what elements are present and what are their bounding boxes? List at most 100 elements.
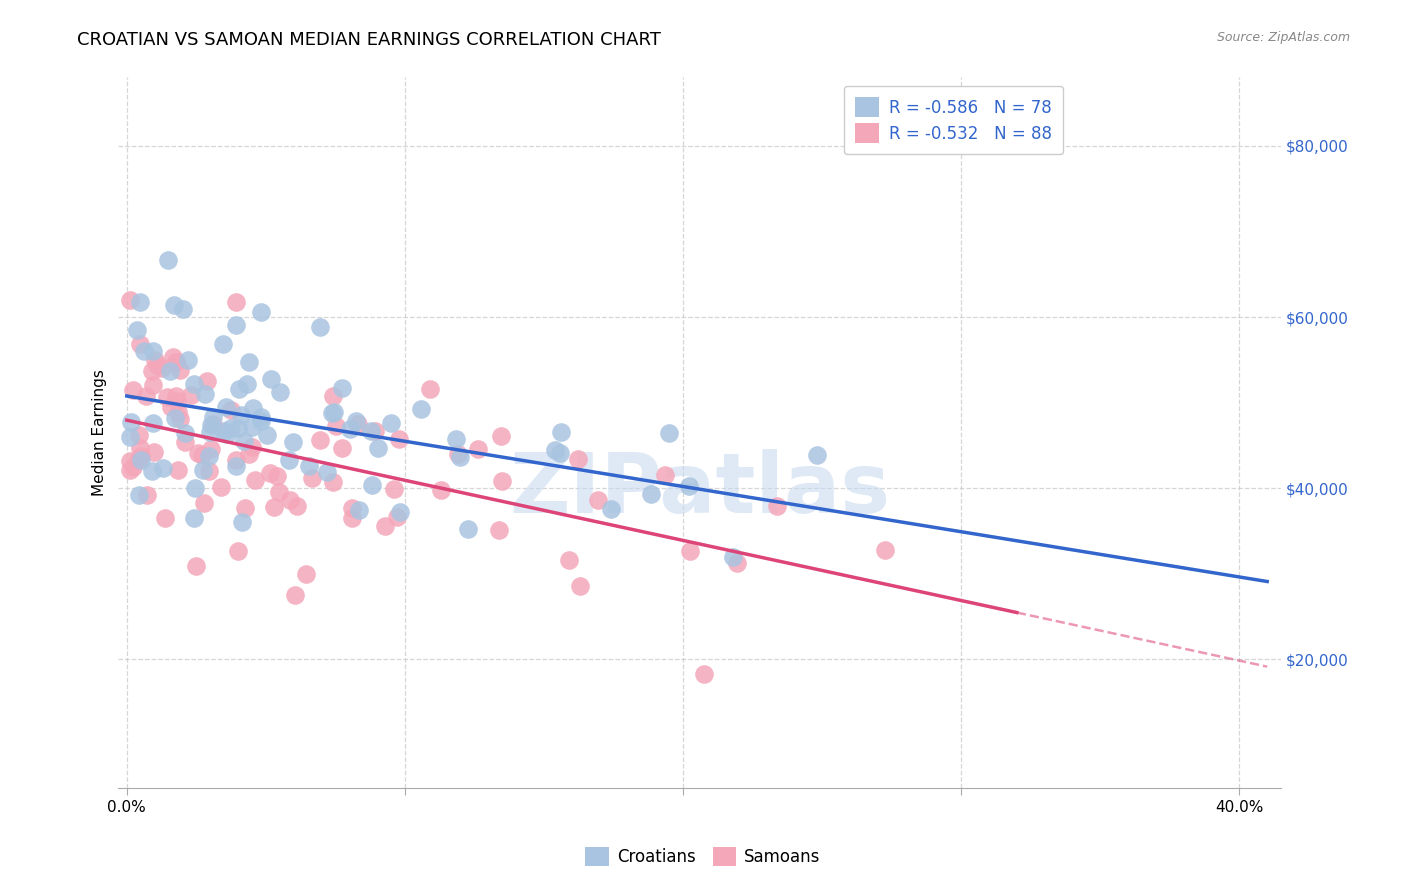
Point (202, 410, 225, 425)
Point (134, 344, 156, 359)
Point (159, 364, 181, 378)
Point (242, 401, 264, 415)
Point (215, 400, 238, 414)
Point (259, 466, 281, 480)
Point (267, 485, 290, 500)
Point (225, 295, 247, 310)
Point (226, 421, 249, 435)
Point (266, 468, 288, 483)
Point (127, 452, 149, 467)
Point (152, 460, 174, 475)
Point (557, 553, 579, 567)
Point (165, 411, 187, 425)
Point (165, 389, 187, 403)
Point (233, 434, 256, 448)
Point (693, 666, 716, 681)
Point (488, 524, 510, 538)
Point (240, 440, 263, 454)
Point (250, 414, 273, 428)
Point (177, 353, 200, 368)
Point (330, 441, 353, 455)
Point (806, 448, 828, 462)
Point (165, 355, 187, 369)
Point (157, 252, 180, 267)
Point (240, 420, 263, 434)
Point (721, 549, 744, 564)
Point (330, 381, 353, 395)
Point (374, 519, 396, 533)
Point (360, 424, 382, 438)
Point (586, 493, 609, 508)
Point (236, 376, 259, 391)
Point (200, 418, 222, 433)
Point (129, 295, 152, 310)
Point (233, 500, 256, 515)
Point (640, 487, 662, 501)
Point (129, 450, 152, 464)
Point (249, 304, 271, 318)
Point (118, 454, 141, 468)
Text: Source: ZipAtlas.com: Source: ZipAtlas.com (1216, 31, 1350, 45)
Point (121, 383, 143, 397)
Point (200, 425, 222, 440)
Point (249, 410, 271, 425)
Point (183, 511, 205, 525)
Point (295, 566, 318, 581)
Point (382, 482, 405, 496)
Point (550, 446, 572, 460)
Point (150, 360, 173, 375)
Point (347, 503, 370, 517)
Y-axis label: Median Earnings: Median Earnings (93, 369, 107, 496)
Point (259, 371, 281, 385)
Point (225, 458, 247, 473)
Point (315, 465, 337, 479)
Point (278, 453, 301, 467)
Point (389, 505, 412, 519)
Point (135, 389, 157, 403)
Point (340, 511, 363, 525)
Point (194, 387, 217, 401)
Point (449, 450, 471, 464)
Point (142, 445, 165, 459)
Point (419, 382, 441, 396)
Point (229, 408, 252, 422)
Point (679, 544, 702, 558)
Point (467, 442, 489, 456)
Point (340, 500, 363, 515)
Point (567, 452, 589, 467)
Point (875, 542, 897, 557)
Point (283, 588, 305, 602)
Point (122, 460, 145, 475)
Point (169, 363, 191, 377)
Point (174, 435, 197, 450)
Point (156, 390, 179, 404)
Point (228, 382, 250, 396)
Point (166, 405, 188, 419)
Point (322, 389, 344, 403)
Point (166, 394, 188, 409)
Point (364, 424, 387, 438)
Point (238, 354, 260, 368)
Point (195, 374, 218, 388)
Point (339, 422, 361, 436)
Point (245, 473, 267, 487)
Point (491, 474, 513, 488)
Text: CROATIAN VS SAMOAN MEDIAN EARNINGS CORRELATION CHART: CROATIAN VS SAMOAN MEDIAN EARNINGS CORRE… (77, 31, 661, 49)
Point (198, 450, 221, 464)
Point (285, 500, 308, 514)
Point (550, 425, 572, 440)
Point (172, 301, 194, 316)
Point (447, 447, 470, 461)
Point (120, 415, 142, 429)
Point (238, 447, 260, 461)
Point (129, 453, 152, 467)
Point (143, 352, 166, 367)
Point (658, 425, 681, 440)
Point (599, 502, 621, 516)
Point (200, 442, 222, 456)
Point (202, 417, 225, 431)
Legend: R = -0.586   N = 78, R = -0.532   N = 88: R = -0.586 N = 78, R = -0.532 N = 88 (844, 86, 1063, 154)
Point (231, 515, 253, 529)
Point (141, 465, 163, 479)
Point (118, 293, 141, 307)
